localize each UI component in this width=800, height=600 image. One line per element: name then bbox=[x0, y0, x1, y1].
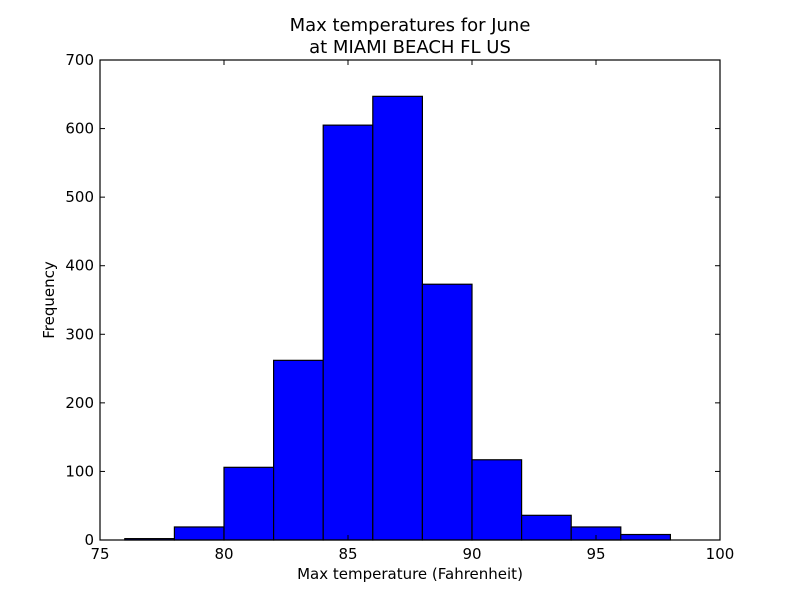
y-tick-label: 100 bbox=[65, 462, 94, 480]
histogram-bar bbox=[372, 95, 423, 541]
chart-title-line-2: at MIAMI BEACH FL US bbox=[309, 37, 511, 58]
y-tick-label: 700 bbox=[65, 51, 94, 69]
ticks-group: 75 80 85 90 95 100 0 100 200 300 400 500 600 700 bbox=[65, 51, 734, 563]
x-tick-label: 80 bbox=[214, 545, 233, 563]
plot-frame bbox=[99, 59, 721, 541]
y-tick-label: 0 bbox=[84, 531, 94, 549]
histogram-bar bbox=[273, 359, 324, 541]
histogram-bar bbox=[471, 459, 523, 541]
y-axis-label: Frequency bbox=[40, 261, 58, 339]
x-tick-label: 100 bbox=[706, 545, 735, 563]
histogram-bar bbox=[322, 124, 374, 541]
x-tick-label: 95 bbox=[586, 545, 605, 563]
x-tick-label: 90 bbox=[462, 545, 481, 563]
histogram-bar bbox=[173, 526, 225, 541]
x-tick-label: 85 bbox=[338, 545, 357, 563]
y-tick-label: 500 bbox=[65, 188, 94, 206]
x-tick-label: 75 bbox=[90, 545, 109, 563]
x-axis-label: Max temperature (Fahrenheit) bbox=[297, 565, 523, 583]
histogram-bar bbox=[223, 466, 275, 541]
y-tick-label: 200 bbox=[65, 394, 94, 412]
histogram-bar bbox=[520, 514, 572, 541]
chart-title-line-1: Max temperatures for June bbox=[290, 15, 531, 36]
bars-group bbox=[124, 95, 671, 541]
y-tick-label: 400 bbox=[65, 257, 94, 275]
histogram-bar bbox=[421, 283, 473, 541]
y-tick-label: 600 bbox=[65, 120, 94, 138]
histogram-bar bbox=[620, 533, 671, 541]
y-tick-label: 300 bbox=[65, 325, 94, 343]
